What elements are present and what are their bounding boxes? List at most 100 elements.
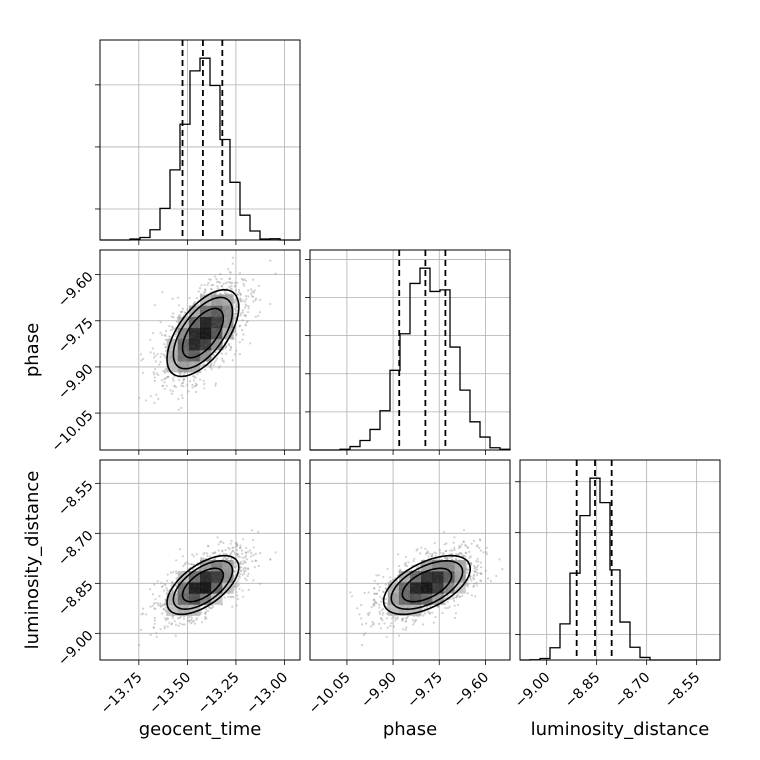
- sample-point: [202, 379, 205, 382]
- sample-point: [236, 293, 239, 296]
- sample-point: [478, 538, 481, 541]
- sample-point: [230, 284, 233, 288]
- sample-point: [242, 538, 245, 541]
- sample-point: [446, 556, 449, 559]
- sample-point: [221, 285, 224, 288]
- sample-point: [163, 603, 166, 606]
- sample-point: [170, 315, 173, 318]
- sample-point: [163, 625, 166, 628]
- sample-point: [485, 551, 488, 554]
- sample-point: [161, 291, 164, 294]
- sample-point: [243, 278, 246, 281]
- sample-point: [238, 546, 242, 549]
- sample-point: [151, 332, 155, 335]
- sample-point: [178, 378, 181, 382]
- sample-point: [236, 544, 239, 547]
- sample-point: [158, 363, 161, 366]
- sample-point: [235, 581, 238, 584]
- sample-point: [225, 345, 228, 348]
- sample-point: [443, 602, 446, 605]
- sample-point: [378, 622, 381, 626]
- sample-point: [177, 397, 180, 400]
- sample-point: [242, 568, 245, 571]
- sample-point: [172, 316, 175, 319]
- sample-point: [464, 544, 467, 547]
- sample-point: [188, 297, 191, 300]
- sample-point: [382, 607, 385, 611]
- sample-point: [372, 623, 375, 626]
- sample-point: [430, 554, 434, 557]
- sample-point: [219, 365, 222, 368]
- sample-point: [246, 574, 249, 578]
- sample-point: [162, 589, 166, 592]
- sample-point: [473, 570, 476, 573]
- sample-point: [243, 314, 246, 317]
- sample-point: [404, 564, 407, 567]
- sample-point: [163, 627, 166, 630]
- sample-point: [234, 553, 237, 557]
- sample-point: [165, 346, 168, 349]
- sample-point: [209, 607, 212, 610]
- sample-point: [177, 408, 180, 411]
- sample-point: [203, 283, 206, 286]
- sample-point: [222, 541, 225, 545]
- sample-point: [235, 591, 238, 594]
- sample-point: [480, 572, 483, 575]
- panel-2d-luminosity_distance-vs-geocent_time: [99, 459, 301, 661]
- density-cell: [211, 560, 223, 572]
- sample-point: [217, 543, 220, 546]
- sample-point: [153, 379, 156, 382]
- sample-point: [178, 616, 181, 620]
- sample-point: [373, 587, 376, 590]
- sample-point: [235, 541, 238, 544]
- sample-point: [213, 361, 216, 364]
- sample-point: [175, 332, 178, 336]
- density-cell: [387, 582, 400, 594]
- sample-point: [242, 279, 245, 282]
- sample-point: [153, 622, 156, 626]
- sample-point: [234, 560, 237, 563]
- sample-point: [464, 551, 467, 554]
- sample-point: [162, 353, 166, 356]
- density-cell: [410, 593, 422, 605]
- sample-point: [236, 584, 239, 588]
- xtick-label-luminosity_distance-2: −8.70: [612, 670, 654, 712]
- sample-point: [235, 545, 238, 549]
- sample-point: [373, 592, 377, 595]
- sample-point: [242, 560, 245, 563]
- sample-point: [194, 376, 197, 379]
- sample-point: [171, 589, 175, 592]
- sample-point: [195, 618, 198, 621]
- sample-point: [381, 597, 384, 600]
- sample-point: [401, 618, 404, 621]
- sample-point: [242, 595, 245, 598]
- sample-point: [467, 546, 470, 549]
- sample-point: [462, 540, 465, 543]
- sample-point: [473, 582, 476, 585]
- sample-point: [149, 633, 152, 637]
- panel-hist-geocent_time: [99, 39, 301, 241]
- sample-point: [164, 598, 167, 601]
- density-cell: [211, 316, 223, 329]
- xtick-label-geocent_time-0: −13.75: [98, 670, 146, 718]
- contour-luminosity_distance-vs-phase-2: [382, 554, 472, 616]
- sample-point: [163, 355, 166, 358]
- sample-point: [169, 571, 173, 574]
- sample-point: [475, 560, 478, 563]
- sample-point: [209, 364, 212, 367]
- sample-point: [466, 570, 469, 574]
- sample-point: [209, 278, 212, 281]
- sample-point: [231, 262, 234, 265]
- sample-point: [234, 582, 238, 586]
- sample-point: [453, 548, 456, 552]
- histogram-phase: [310, 267, 511, 451]
- sample-point: [241, 309, 245, 312]
- sample-point: [384, 587, 387, 590]
- sample-point: [230, 288, 233, 291]
- sample-point: [164, 368, 167, 371]
- sample-point: [222, 282, 225, 286]
- sample-point: [456, 603, 460, 606]
- sample-point: [482, 551, 485, 554]
- sample-point: [394, 619, 397, 622]
- sample-point: [448, 605, 451, 608]
